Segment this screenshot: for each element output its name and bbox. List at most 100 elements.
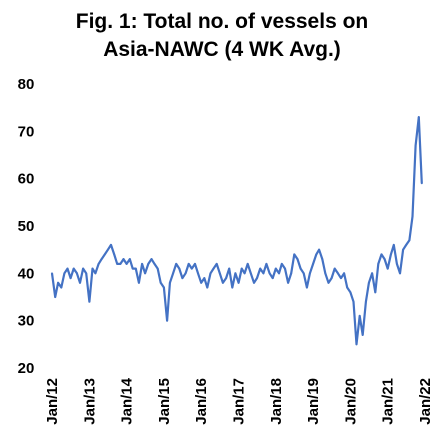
data-point bbox=[91, 267, 94, 270]
data-point bbox=[72, 267, 75, 270]
data-point bbox=[380, 253, 383, 256]
data-point bbox=[141, 263, 144, 265]
y-tick-label: 50 bbox=[18, 218, 35, 235]
data-point bbox=[79, 281, 81, 284]
chart-title-line-1: Fig. 1: Total no. of vessels on bbox=[75, 10, 369, 33]
data-point bbox=[181, 277, 184, 279]
x-tick-label: Jan/12 bbox=[44, 378, 61, 425]
data-point bbox=[215, 263, 218, 265]
data-point bbox=[63, 272, 66, 275]
data-point bbox=[402, 248, 404, 251]
data-point bbox=[187, 263, 190, 265]
data-point bbox=[134, 267, 137, 270]
data-point bbox=[343, 272, 345, 275]
data-point bbox=[355, 343, 358, 346]
data-point bbox=[222, 281, 224, 284]
chart-title-line-2: Asia-NAWC (4 WK Avg.) bbox=[103, 38, 341, 61]
data-point bbox=[138, 281, 140, 284]
data-point bbox=[337, 272, 339, 275]
data-point bbox=[156, 267, 159, 270]
data-point bbox=[296, 258, 299, 260]
data-point bbox=[212, 267, 215, 270]
data-point bbox=[352, 300, 355, 303]
data-point bbox=[103, 253, 106, 256]
data-point bbox=[365, 300, 367, 303]
data-point bbox=[231, 286, 234, 289]
data-point bbox=[290, 272, 293, 275]
data-point bbox=[271, 277, 274, 279]
data-point bbox=[218, 272, 221, 275]
data-point bbox=[240, 267, 243, 270]
data-point bbox=[386, 267, 389, 270]
y-tick-label: 60 bbox=[18, 171, 35, 188]
data-point bbox=[358, 315, 361, 317]
x-tick-label: Jan/18 bbox=[268, 378, 285, 425]
data-point bbox=[361, 334, 364, 336]
data-point bbox=[88, 300, 91, 303]
data-point bbox=[225, 277, 228, 279]
x-tick-label: Jan/20 bbox=[342, 378, 359, 425]
data-point bbox=[150, 258, 153, 260]
data-point bbox=[287, 281, 289, 284]
data-point bbox=[321, 258, 324, 260]
x-tick-label: Jan/19 bbox=[305, 378, 322, 425]
data-point bbox=[110, 244, 112, 246]
data-point bbox=[144, 272, 147, 275]
data-point bbox=[414, 144, 417, 147]
data-point bbox=[76, 272, 78, 275]
data-point bbox=[178, 267, 181, 270]
data-point bbox=[197, 272, 199, 275]
data-point bbox=[265, 263, 268, 265]
chart-title: Fig. 1: Total no. of vessels on Asia-NAW… bbox=[0, 8, 444, 64]
data-point bbox=[284, 267, 286, 270]
data-point bbox=[299, 267, 302, 270]
data-point bbox=[278, 272, 280, 275]
data-point bbox=[411, 215, 414, 218]
data-point bbox=[147, 263, 150, 265]
data-point bbox=[57, 281, 59, 284]
x-tick-label: Jan/17 bbox=[231, 378, 248, 425]
series-line-vessels bbox=[50, 116, 423, 346]
data-point bbox=[166, 319, 169, 322]
data-point bbox=[119, 263, 122, 265]
data-point bbox=[172, 272, 175, 275]
data-point bbox=[420, 182, 423, 185]
data-point bbox=[100, 258, 103, 260]
data-point bbox=[396, 263, 398, 265]
data-point bbox=[159, 281, 162, 284]
data-point bbox=[383, 258, 386, 260]
data-point bbox=[368, 281, 370, 284]
y-tick-label: 70 bbox=[18, 123, 35, 140]
data-point bbox=[346, 286, 349, 289]
data-point bbox=[113, 253, 116, 256]
data-point bbox=[54, 296, 57, 298]
data-point bbox=[82, 267, 84, 270]
data-point bbox=[293, 253, 296, 256]
data-point bbox=[194, 263, 196, 265]
data-point bbox=[405, 244, 408, 246]
data-point bbox=[246, 263, 249, 265]
data-point bbox=[399, 272, 401, 275]
data-point bbox=[249, 272, 252, 275]
data-point bbox=[169, 281, 171, 284]
data-point bbox=[163, 286, 165, 289]
data-point bbox=[175, 263, 178, 265]
x-tick-label: Jan/21 bbox=[380, 378, 397, 425]
data-point bbox=[153, 263, 156, 265]
data-point bbox=[315, 253, 318, 256]
data-point bbox=[302, 272, 305, 275]
data-point bbox=[51, 272, 53, 275]
data-point bbox=[190, 267, 193, 270]
data-point bbox=[228, 267, 231, 270]
data-point bbox=[417, 116, 420, 118]
x-tick-label: Jan/16 bbox=[193, 378, 210, 425]
data-point bbox=[60, 286, 63, 289]
data-point bbox=[125, 263, 128, 265]
data-point bbox=[259, 267, 262, 270]
y-tick-label: 20 bbox=[18, 360, 35, 377]
data-point bbox=[107, 248, 109, 251]
data-point bbox=[97, 263, 100, 265]
y-axis-tick-labels: 20 30 40 50 60 70 80 bbox=[18, 76, 35, 377]
data-point bbox=[268, 272, 271, 275]
